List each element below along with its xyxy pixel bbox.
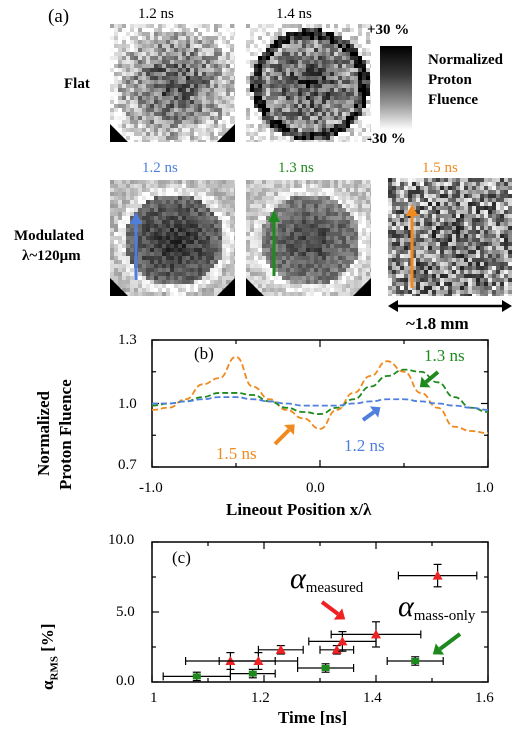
mass-only-point-2 xyxy=(297,663,355,673)
mass-only-point-1 xyxy=(229,668,276,679)
panel-c-xtick-1: 1 xyxy=(150,690,158,706)
panel-b-xtick-2: 0.0 xyxy=(306,480,325,496)
flat-time-1: 1.2 ns xyxy=(138,6,174,22)
ann-1-3ns: 1.3 ns xyxy=(424,346,465,365)
flat-time-2: 1.4 ns xyxy=(276,6,312,22)
flat-radiograph-1-4ns xyxy=(246,24,371,142)
panel-c-ylabel-unit: [%] xyxy=(38,623,57,652)
arrow-measured xyxy=(320,600,346,620)
panel-c-xtick-4: 1.6 xyxy=(475,690,494,706)
panel-c-xtick-3: 1.4 xyxy=(363,690,382,706)
measured-point-2 xyxy=(257,644,304,655)
panel-c-xlabel: Time [ns] xyxy=(278,708,348,727)
ann-1-5ns: 1.5 ns xyxy=(216,444,257,463)
ann-1-2ns: 1.2 ns xyxy=(344,436,385,455)
mod-time-2: 1.3 ns xyxy=(278,160,314,176)
flat-row-label: Flat xyxy=(64,76,90,92)
series-line-1.2-ns xyxy=(152,396,489,411)
arrow-1-2ns xyxy=(361,406,381,422)
panel-c-ylabel-alpha: α xyxy=(38,680,57,691)
ann-alpha-mass-only: αmass-only xyxy=(398,590,475,625)
panel-b-xlabel: Lineout Position x/λ xyxy=(226,500,372,519)
colorbar-bottom-label: -30 % xyxy=(367,131,406,147)
panel-c-ytick-3: 0.0 xyxy=(116,673,135,689)
colorbar-top-label: +30 % xyxy=(367,22,410,38)
ann-alpha-measured-sub: measured xyxy=(305,580,364,597)
panel-b-label: (b) xyxy=(194,344,214,363)
mod-radiograph-1-3ns xyxy=(246,180,371,296)
colorbar-title-line1: Normalized xyxy=(428,52,503,68)
ann-alpha-measured-symbol: α xyxy=(290,562,306,595)
colorbar-title-line2: Proton xyxy=(428,72,472,88)
ann-alpha-measured: αmeasured xyxy=(290,562,363,597)
panel-c-ylabel: αRMS [%] xyxy=(38,623,60,690)
measured-point-6 xyxy=(397,563,478,588)
flat-radiograph-1-2ns xyxy=(110,24,235,142)
arrow-1-3ns xyxy=(419,370,440,388)
panel-b-ytick-2: 1.0 xyxy=(118,396,137,412)
measured-point-1 xyxy=(218,651,299,671)
colorbar xyxy=(380,46,412,130)
mod-row-label-line1: Modulated xyxy=(14,228,85,244)
colorbar-title-line3: Fluence xyxy=(428,92,478,108)
ann-alpha-mass-sub: mass-only xyxy=(413,608,476,625)
mod-row-label-line2: λ~120μm xyxy=(22,248,81,264)
mass-only-point-3 xyxy=(386,656,444,666)
measured-point-5 xyxy=(330,621,422,648)
panel-c-xtick-2: 1.2 xyxy=(251,690,270,706)
ann-alpha-mass-symbol: α xyxy=(398,590,414,623)
mod-time-1: 1.2 ns xyxy=(142,160,178,176)
mod-radiograph-1-5ns xyxy=(388,178,512,296)
panel-c-ytick-1: 10.0 xyxy=(108,532,135,548)
panel-b-ytick-1: 1.3 xyxy=(118,332,137,348)
scale-bar-label: ~1.8 mm xyxy=(406,314,469,333)
arrow-1-5ns xyxy=(273,424,295,446)
series-line-1.5-ns xyxy=(151,356,489,435)
panel-c-label: (c) xyxy=(172,548,191,567)
measured-point-3 xyxy=(319,644,355,655)
mass-only-point-0 xyxy=(162,671,231,682)
panel-c-ytick-2: 5.0 xyxy=(116,604,135,620)
panel-c-ylabel-sub: RMS xyxy=(48,656,61,681)
panel-b-xtick-3: 1.0 xyxy=(475,480,494,496)
panel-a-label: (a) xyxy=(48,6,70,27)
series-line-1.3-ns xyxy=(151,368,489,415)
arrow-mass-only xyxy=(432,632,462,655)
mod-time-3: 1.5 ns xyxy=(422,160,458,176)
panel-b-ytick-3: 0.7 xyxy=(118,457,137,473)
panel-b-xtick-1: -1.0 xyxy=(139,480,163,496)
mod-radiograph-1-2ns xyxy=(110,180,235,296)
